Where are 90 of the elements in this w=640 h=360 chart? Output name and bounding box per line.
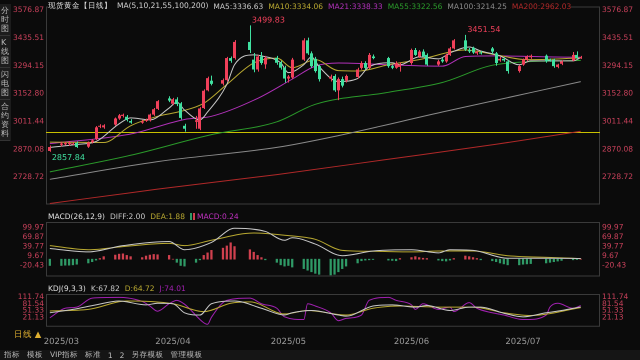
bar: [126, 255, 128, 260]
bar: [441, 258, 444, 262]
bar: [302, 258, 305, 269]
bar: [291, 258, 294, 268]
bar: [252, 252, 255, 260]
bar: [491, 258, 494, 262]
bar: [468, 256, 470, 260]
candlestick: [283, 65, 286, 83]
annotation: 3499.83: [252, 16, 285, 25]
bar: [233, 246, 236, 260]
bar: [152, 254, 155, 260]
candlestick: [225, 56, 228, 82]
x-tick-label: 2025/07: [505, 337, 541, 348]
bar: [256, 255, 259, 260]
annotation: 2857.84: [52, 152, 85, 162]
line-series: [49, 130, 582, 204]
bar: [314, 258, 316, 274]
candlestick: [425, 52, 428, 66]
bar: [356, 258, 359, 264]
bar: [280, 258, 282, 266]
bar: [506, 258, 509, 266]
bar: [168, 255, 170, 260]
candlestick: [552, 58, 555, 68]
bar: [230, 242, 232, 260]
candlestick: [256, 54, 259, 72]
line-series: [49, 60, 582, 172]
bar: [202, 255, 205, 260]
candlestick: [210, 75, 213, 86]
bar: [530, 258, 532, 264]
candlestick: [368, 52, 371, 70]
bar: [545, 258, 548, 264]
candlestick: [302, 38, 305, 62]
annotation: 3451.54: [467, 25, 500, 34]
bar: [341, 258, 344, 269]
text: 合约资料: [0, 100, 10, 141]
bar: [276, 258, 278, 263]
candlestick: [333, 74, 336, 92]
x-tick-label: 2025/03: [44, 337, 80, 348]
x-tick-label: 2025/05: [270, 337, 306, 348]
bar: [498, 258, 502, 264]
candlestick: [410, 48, 413, 66]
bar: [114, 254, 116, 260]
line-series: [49, 81, 582, 180]
bar: [102, 256, 105, 260]
bar: [518, 258, 520, 266]
bar: [87, 258, 90, 264]
candlestick: [248, 24, 251, 54]
x-tick-label: 2025/04: [155, 337, 191, 348]
x-tick-label: 2025/06: [394, 337, 430, 348]
bar: [180, 258, 182, 266]
text: K线图: [0, 36, 10, 68]
bar: [226, 246, 228, 260]
candlestick: [260, 51, 263, 66]
candlestick: [291, 57, 294, 80]
bar: [76, 258, 78, 265]
candlestick: [464, 34, 467, 52]
bar: [176, 258, 178, 263]
line-series: [49, 228, 582, 260]
candlestick: [356, 67, 359, 80]
bar: [502, 258, 505, 264]
bar: [330, 258, 332, 276]
bar: [414, 256, 416, 260]
bar: [130, 256, 132, 260]
candlestick: [341, 76, 344, 88]
bar: [287, 258, 290, 266]
candlestick: [337, 77, 340, 101]
bar: [494, 258, 498, 262]
candlestick: [495, 51, 498, 66]
bar: [556, 258, 559, 262]
text: 分时图: [0, 4, 10, 36]
bar: [144, 256, 148, 260]
bar: [418, 257, 420, 260]
bar: [148, 254, 152, 260]
bar: [141, 257, 144, 260]
candlestick: [387, 56, 390, 68]
bar: [318, 258, 320, 275]
candlestick: [264, 55, 267, 70]
bar: [91, 258, 94, 262]
text: 闪电图: [0, 68, 10, 100]
candlestick: [572, 51, 575, 62]
bar: [48, 258, 51, 266]
bar: [464, 256, 466, 260]
text: 日线 ▲: [14, 329, 42, 341]
candlestick: [506, 59, 509, 74]
candlestick: [233, 40, 236, 60]
bar: [552, 258, 555, 262]
candlestick: [252, 52, 255, 73]
candlestick: [95, 126, 98, 140]
line-series: [49, 296, 582, 325]
bar: [64, 258, 66, 266]
